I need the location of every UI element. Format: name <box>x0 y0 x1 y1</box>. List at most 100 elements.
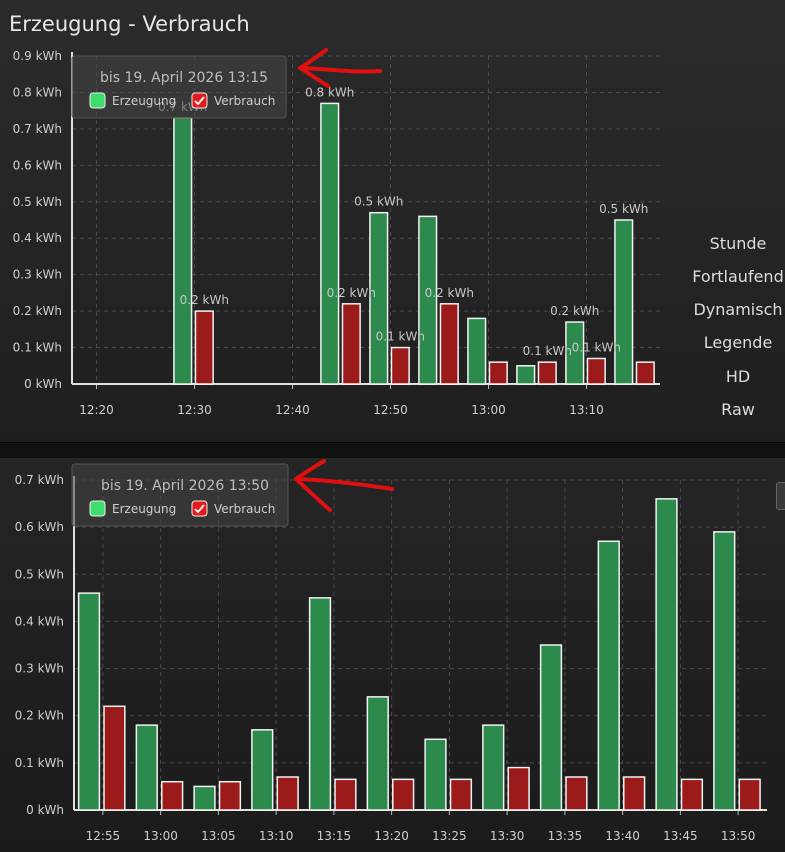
y-tick-label: 0.1 kWh <box>15 756 64 770</box>
y-tick-label: 0.5 kWh <box>13 195 62 209</box>
legende-button[interactable]: Legende <box>703 332 773 352</box>
x-tick-label: 12:40 <box>275 403 310 417</box>
y-tick-label: 0.7 kWh <box>13 122 62 136</box>
x-tick-label: 13:05 <box>201 829 236 843</box>
y-tick-label: 0.2 kWh <box>13 304 62 318</box>
fortlaufend-button[interactable]: Fortlaufend <box>692 266 784 286</box>
bar-erzeugung-1310 <box>251 729 274 811</box>
bar-verbrauch-1315 <box>334 778 357 811</box>
x-tick-label: 13:30 <box>490 829 525 843</box>
bar-erzeugung-1230 <box>173 117 193 385</box>
y-tick-label: 0.7 kWh <box>15 473 64 487</box>
hd-button[interactable]: HD <box>725 366 751 386</box>
x-tick-label: 13:10 <box>259 829 294 843</box>
dynamisch-button[interactable]: Dynamisch <box>693 299 783 319</box>
data-label: 0.2 kWh <box>550 304 599 318</box>
data-label: 0.2 kWh <box>327 286 376 300</box>
bar-erzeugung-1350 <box>713 531 736 811</box>
chart-2: 0 kWh 0.1 kWh 0.2 kWh 0.3 kWh 0.4 kWh 0.5 kWh… <box>15 463 767 843</box>
bar-erzeugung-1320 <box>366 696 389 811</box>
bar-verbrauch-1250 <box>390 346 410 385</box>
y-tick-label: 0.4 kWh <box>15 614 64 628</box>
data-label: 0.2 kWh <box>180 293 229 307</box>
bar-erzeugung-1305 <box>193 785 216 811</box>
page-title: Erzeugung - Verbrauch <box>9 12 250 36</box>
y-tick-label: 0.5 kWh <box>15 567 64 581</box>
bar-verbrauch-1230 <box>194 310 214 385</box>
bar-verbrauch-1255 <box>439 303 459 385</box>
bar-verbrauch-1305 <box>218 780 242 811</box>
x-tick-label: 13:40 <box>605 829 640 843</box>
bar-erzeugung-1255 <box>418 215 438 385</box>
bar-verbrauch-1345 <box>680 778 704 811</box>
x-tick-label: 13:20 <box>374 829 409 843</box>
legend-box <box>71 55 287 119</box>
legend-swatch-erzeugung <box>89 500 106 517</box>
bar-erzeugung-1315 <box>614 219 634 385</box>
bar-erzeugung-1245 <box>320 102 340 385</box>
y-tick-label: 0.9 kWh <box>13 49 62 63</box>
y-tick-label: 0.3 kWh <box>13 268 62 282</box>
y-tick-label: 0.3 kWh <box>15 662 64 676</box>
bar-verbrauch-1335 <box>565 776 588 811</box>
x-tick-label: 13:00 <box>143 829 178 843</box>
bar-verbrauch-1310 <box>586 357 606 385</box>
bar-verbrauch-1310 <box>276 776 299 811</box>
y-tick-label: 0.8 kWh <box>13 85 62 99</box>
legend-swatch-verbrauch <box>191 500 208 517</box>
legend-period: bis 19. April 2026 13:15 <box>100 70 268 86</box>
data-label: 0.8 kWh <box>305 85 354 99</box>
x-tick-label: 13:35 <box>548 829 583 843</box>
bar-verbrauch-1300 <box>161 780 184 811</box>
legend-swatch-verbrauch <box>191 92 208 109</box>
x-tick-label: 12:30 <box>177 403 212 417</box>
bar-erzeugung-1325 <box>424 738 447 811</box>
x-tick-label: 13:15 <box>317 829 352 843</box>
bar-verbrauch-1320 <box>392 778 415 811</box>
legend-swatch-erzeugung <box>89 92 106 109</box>
bar-erzeugung-1345 <box>655 498 678 811</box>
legend-period: bis 19. April 2026 13:50 <box>101 478 269 494</box>
bar-verbrauch-1340 <box>623 776 646 811</box>
y-tick-label: 0.6 kWh <box>15 520 64 534</box>
y-tick-label: 0 kWh <box>24 377 62 391</box>
y-tick-label: 0.2 kWh <box>15 709 64 723</box>
legend-label-erzeugung: Erzeugung <box>112 502 176 516</box>
bar-erzeugung-1335 <box>539 644 563 811</box>
legend-label-verbrauch: Verbrauch <box>214 94 275 108</box>
x-tick-label: 13:45 <box>663 829 698 843</box>
bar-erzeugung-1310 <box>565 321 585 385</box>
data-label: 0.2 kWh <box>425 286 474 300</box>
bar-verbrauch-1350 <box>738 778 761 811</box>
bar-verbrauch-1300 <box>488 361 508 385</box>
data-label: 0.1 kWh <box>523 344 572 358</box>
bar-erzeugung-1250 <box>369 211 389 385</box>
x-tick-label: 12:50 <box>373 403 408 417</box>
y-tick-label: 0.4 kWh <box>13 231 62 245</box>
bar-erzeugung-1340 <box>597 540 620 811</box>
chart-panel-1: Erzeugung - Verbrauch 0 kWh 0.1 kWh 0.2 kW… <box>0 0 785 443</box>
chart-panel-2: 0 kWh 0.1 kWh 0.2 kWh 0.3 kWh 0.4 kWh 0.5 kWh… <box>0 458 785 852</box>
x-tick-label: 13:00 <box>471 403 506 417</box>
side-button-stub[interactable] <box>776 482 785 510</box>
x-tick-label: 13:50 <box>721 829 756 843</box>
stunde-button[interactable]: Stunde <box>709 233 767 253</box>
y-tick-label: 0.6 kWh <box>13 158 62 172</box>
x-tick-label: 12:20 <box>79 403 114 417</box>
y-tick-label: 0 kWh <box>26 803 64 817</box>
bar-verbrauch-1305 <box>537 361 557 385</box>
bar-erzeugung-1300 <box>467 317 487 385</box>
data-label: 0.1 kWh <box>376 330 425 344</box>
x-tick-label: 13:25 <box>432 829 467 843</box>
legend-label-verbrauch: Verbrauch <box>214 502 275 516</box>
chart-1: 0 kWh 0.1 kWh 0.2 kWh 0.3 kWh 0.4 kWh 0.5 kWh… <box>13 49 660 417</box>
bar-verbrauch-1245 <box>341 303 361 385</box>
bar-verbrauch-1325 <box>449 778 473 811</box>
bar-verbrauch-1315 <box>635 361 655 385</box>
legend-label-erzeugung: Erzeugung <box>112 94 176 108</box>
bar-erzeugung-1300 <box>135 724 158 811</box>
bar-erzeugung-1255 <box>77 592 101 811</box>
raw-button[interactable]: Raw <box>721 399 755 419</box>
bar-erzeugung-1330 <box>482 724 505 811</box>
bar-verbrauch-1330 <box>507 766 530 811</box>
